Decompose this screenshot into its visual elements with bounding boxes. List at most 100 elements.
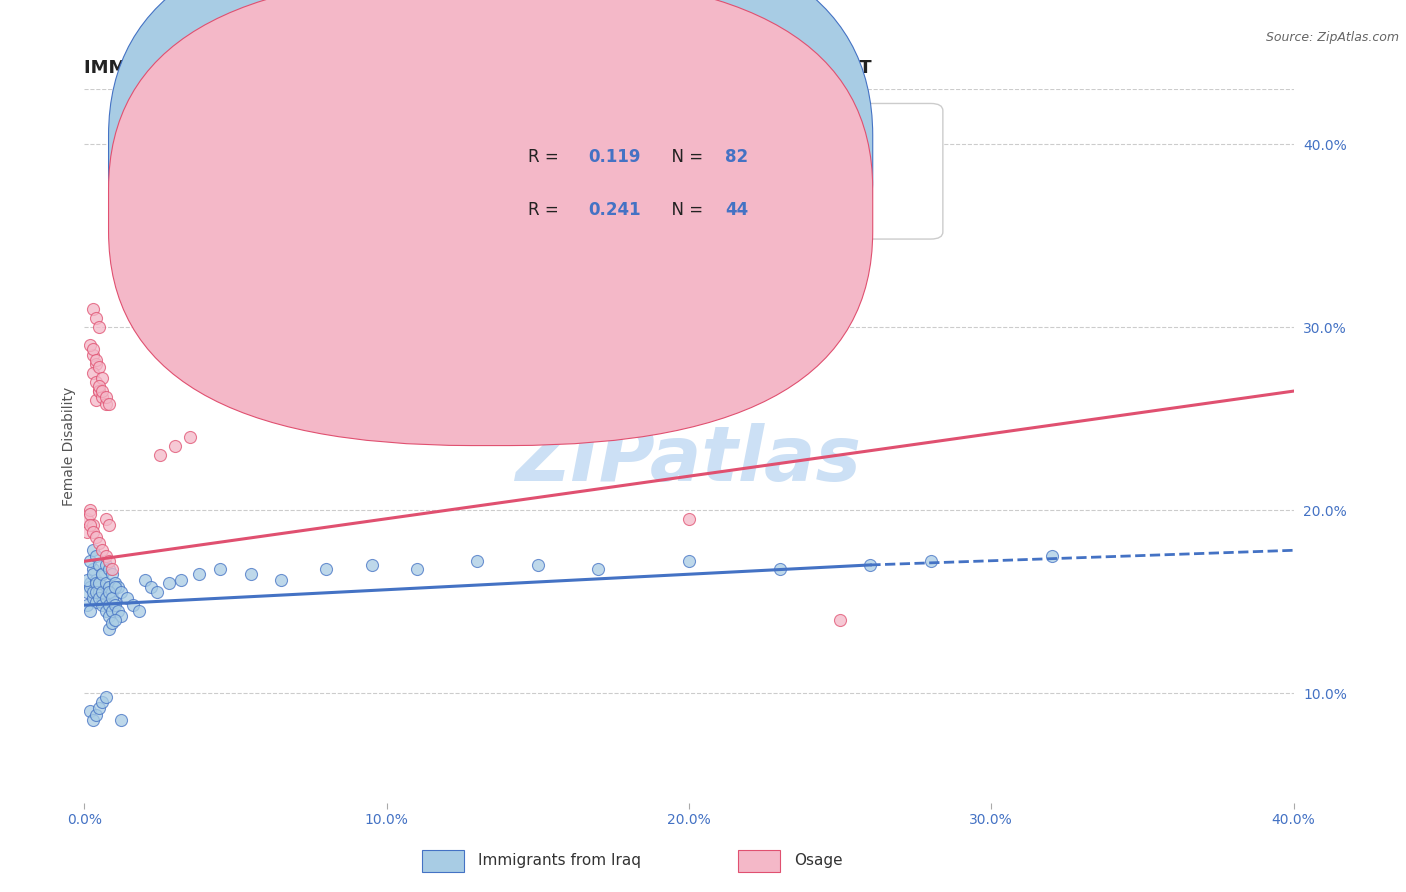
Point: [91, 371, 114, 385]
Text: R =: R =: [529, 148, 564, 166]
Point: [97, 517, 120, 532]
Point: [94, 397, 117, 411]
Point: [678, 512, 700, 526]
Point: [139, 580, 162, 594]
Point: [86, 531, 108, 545]
Point: [110, 585, 132, 599]
Text: ZIPatlas: ZIPatlas: [516, 424, 862, 497]
Text: IMMIGRANTS FROM IRAQ VS OSAGE FEMALE DISABILITY CORRELATION CHART: IMMIGRANTS FROM IRAQ VS OSAGE FEMALE DIS…: [84, 59, 872, 77]
Point: [91, 567, 114, 582]
Text: 82: 82: [725, 148, 748, 166]
Text: 0.241: 0.241: [589, 201, 641, 219]
Point: [165, 439, 187, 453]
Point: [146, 585, 169, 599]
Point: [94, 558, 117, 572]
Point: [467, 554, 489, 568]
Point: [100, 567, 122, 582]
Point: [91, 390, 114, 404]
Point: [315, 561, 337, 575]
Point: [94, 690, 117, 704]
Point: [89, 378, 111, 392]
Point: [94, 604, 117, 618]
Point: [86, 357, 108, 371]
Text: Immigrants from Iraq: Immigrants from Iraq: [478, 854, 641, 868]
Point: [110, 609, 132, 624]
Point: [79, 704, 101, 718]
Point: [89, 320, 111, 334]
FancyBboxPatch shape: [108, 0, 873, 446]
Point: [86, 585, 108, 599]
Point: [89, 558, 111, 572]
Point: [128, 604, 150, 618]
Point: [82, 524, 104, 539]
Point: [82, 342, 104, 356]
FancyBboxPatch shape: [108, 0, 873, 392]
Point: [89, 591, 111, 605]
Point: [360, 558, 382, 572]
Point: [920, 554, 942, 568]
Point: [149, 448, 172, 462]
Point: [94, 591, 117, 605]
Point: [86, 549, 108, 563]
Point: [86, 594, 108, 608]
Point: [527, 558, 550, 572]
Text: 0.119: 0.119: [589, 148, 641, 166]
Point: [79, 517, 101, 532]
Point: [82, 591, 104, 605]
Point: [830, 613, 852, 627]
Point: [97, 554, 120, 568]
Point: [82, 561, 104, 575]
Point: [76, 512, 98, 526]
Text: N =: N =: [661, 201, 709, 219]
Point: [588, 561, 610, 575]
Point: [100, 561, 122, 575]
Point: [82, 347, 104, 361]
Point: [94, 549, 117, 563]
Point: [406, 561, 429, 575]
Text: Osage: Osage: [794, 854, 844, 868]
Point: [270, 573, 292, 587]
Point: [89, 700, 111, 714]
Point: [79, 604, 101, 618]
Point: [179, 430, 201, 444]
Point: [97, 580, 120, 594]
Point: [157, 576, 180, 591]
Bar: [422, 849, 464, 872]
Point: [209, 561, 232, 575]
Point: [104, 598, 127, 612]
Point: [115, 591, 138, 605]
Point: [82, 585, 104, 599]
Point: [467, 420, 489, 434]
Point: [859, 558, 882, 572]
Point: [121, 598, 143, 612]
Point: [94, 512, 117, 526]
Point: [188, 567, 211, 582]
Point: [82, 517, 104, 532]
Point: [76, 585, 98, 599]
Point: [89, 580, 111, 594]
Point: [91, 598, 114, 612]
Point: [82, 714, 104, 728]
Point: [91, 384, 114, 398]
Point: [86, 708, 108, 723]
Point: [239, 567, 262, 582]
FancyBboxPatch shape: [434, 103, 943, 239]
Point: [110, 714, 132, 728]
Point: [86, 310, 108, 325]
Point: [678, 554, 700, 568]
Text: R =: R =: [529, 201, 564, 219]
Point: [89, 576, 111, 591]
Point: [82, 543, 104, 558]
Y-axis label: Female Disability: Female Disability: [62, 386, 76, 506]
Point: [94, 390, 117, 404]
Point: [79, 503, 101, 517]
Point: [94, 576, 117, 591]
Point: [170, 573, 193, 587]
Point: [79, 554, 101, 568]
Point: [82, 366, 104, 380]
Point: [104, 580, 127, 594]
Point: [97, 561, 120, 575]
Point: [76, 573, 98, 587]
Point: [97, 622, 120, 636]
Point: [91, 695, 114, 709]
